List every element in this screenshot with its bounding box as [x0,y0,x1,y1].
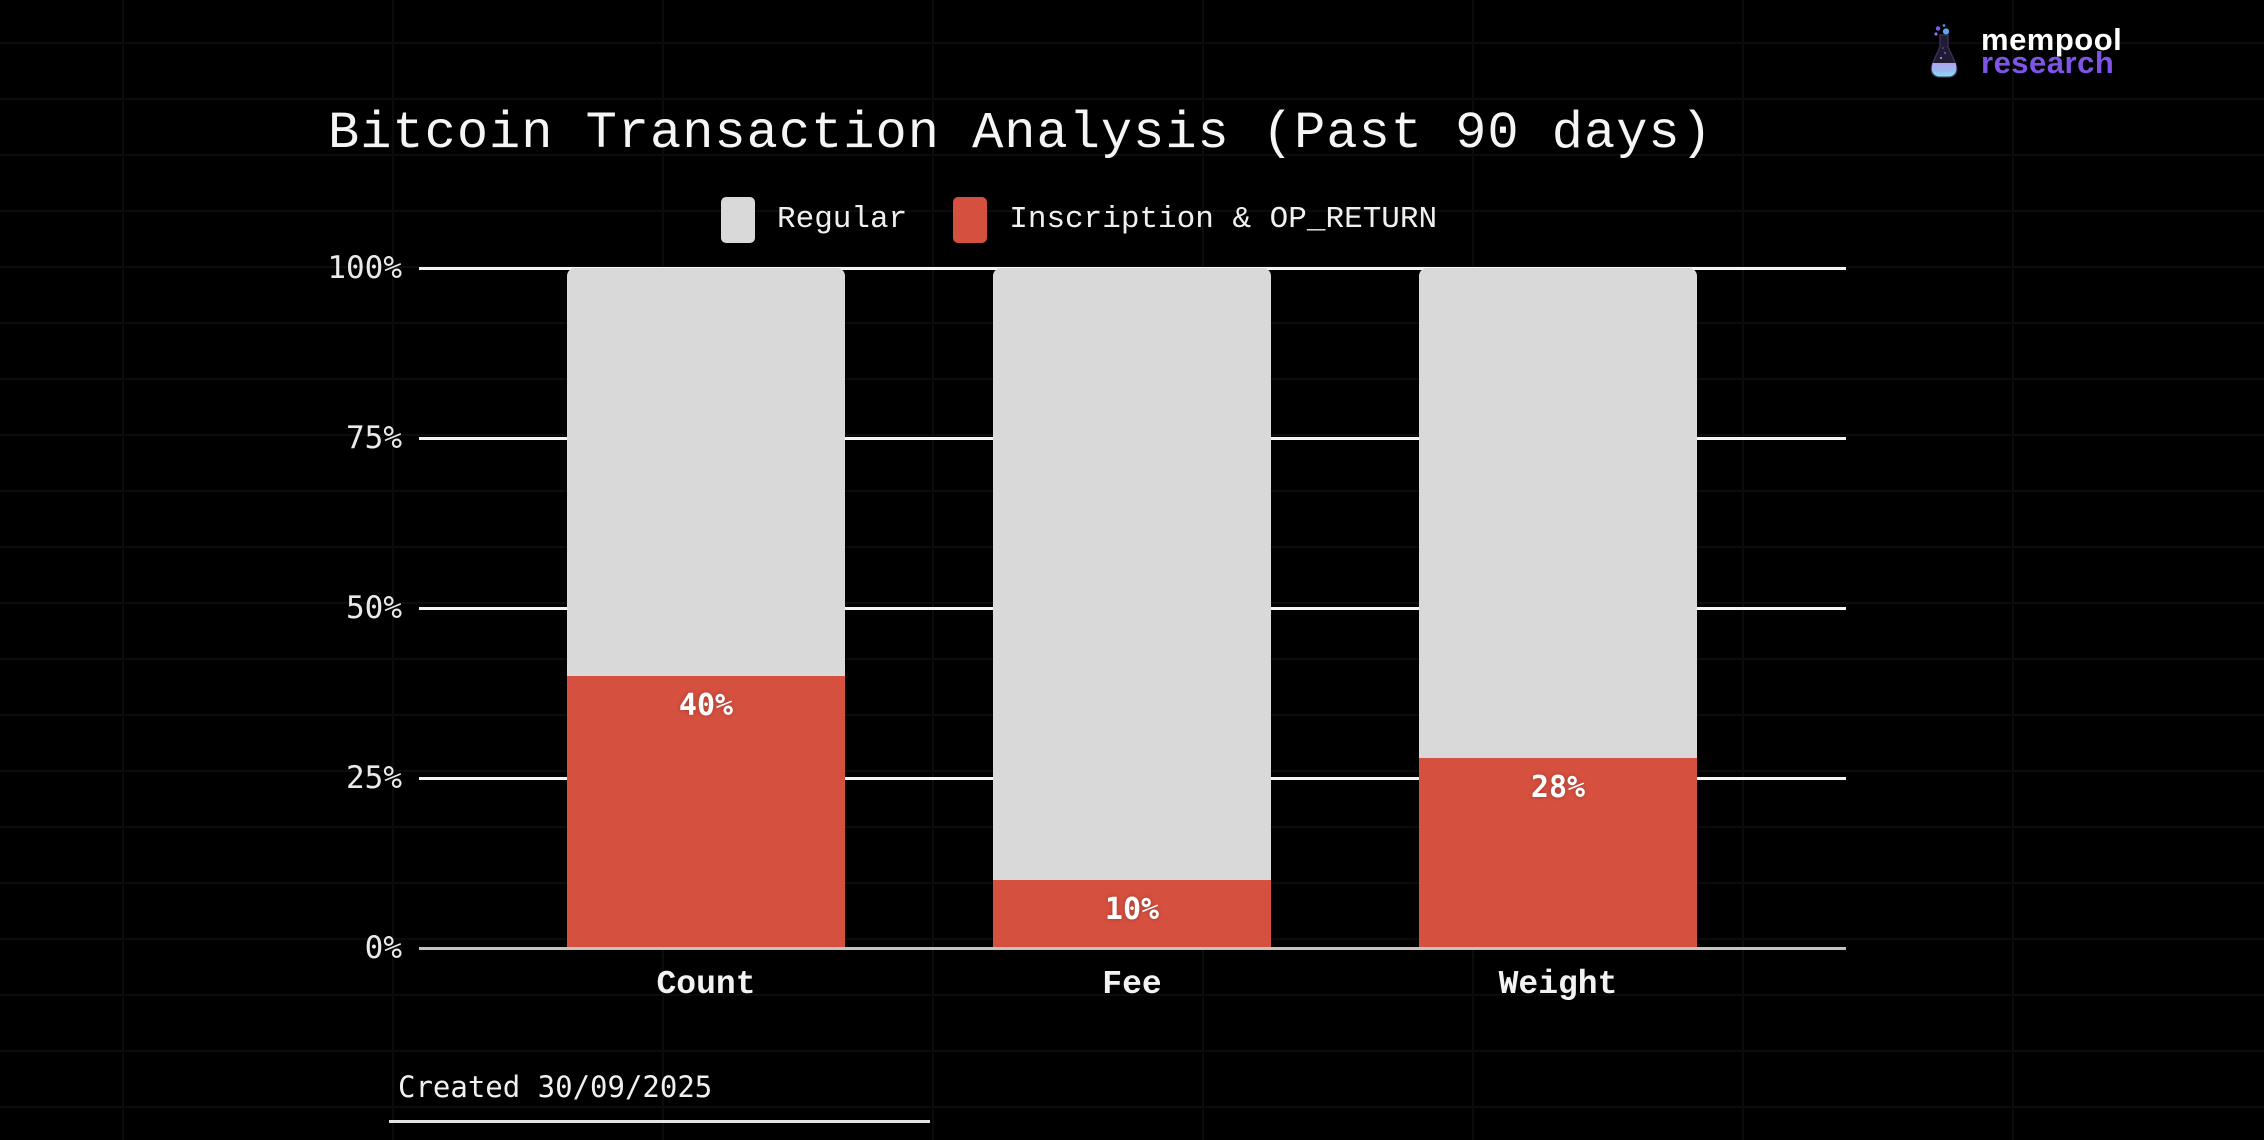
logo-word-research: research [1981,45,2115,80]
chart-title: Bitcoin Transaction Analysis (Past 90 da… [328,104,1713,163]
bar-value-label-weight: 28% [1530,770,1586,805]
y-tick-label-75%: 75% [346,420,402,456]
legend-item-regular: Regular [721,197,907,243]
bar-fee: 10% [993,268,1271,948]
legend-item-inscription-op-return: Inscription & OP_RETURN [953,197,1437,243]
x-category-label-weight: Weight [1498,966,1618,1003]
x-category-label-count: Count [656,966,756,1003]
bar-value-label-count: 40% [678,688,734,723]
legend: Regular Inscription & OP_RETURN [721,197,1437,243]
y-tick-label-50%: 50% [346,590,402,626]
y-tick-label-25%: 25% [346,760,402,796]
bar-weight: 28% [1419,268,1697,948]
created-date-label: Created 30/09/2025 [398,1070,713,1104]
x-category-label-fee: Fee [1102,966,1162,1003]
logo-word-mempool: mempool [1981,22,2123,57]
segment-inscription-weight: 28% [1419,758,1697,948]
legend-label-regular: Regular [777,202,908,237]
footer-underline [389,1120,930,1123]
legend-label-inscription-op-return: Inscription & OP_RETURN [1009,202,1438,237]
gridline-0% [419,946,1846,950]
flask-icon [1930,24,1958,78]
bar-count: 40% [567,268,845,948]
y-tick-label-0%: 0% [364,930,402,966]
plot-area: 0% 25% 50% 75% 100% 40% Count 10% Fee 28% Weight [327,250,1846,1003]
segment-inscription-fee: 10% [993,880,1271,948]
y-tick-label-100%: 100% [327,250,402,286]
bar-value-label-fee: 10% [1104,892,1160,927]
mempool-research-logo: mempool research [1924,22,2122,82]
segment-regular-count [567,268,845,676]
logo-text: mempool research [1981,22,2123,80]
legend-swatch-inscription-op-return [953,197,988,243]
segment-regular-fee [993,268,1271,880]
legend-swatch-regular [721,197,755,243]
segment-regular-weight [1419,268,1697,758]
segment-inscription-count: 40% [567,676,845,948]
